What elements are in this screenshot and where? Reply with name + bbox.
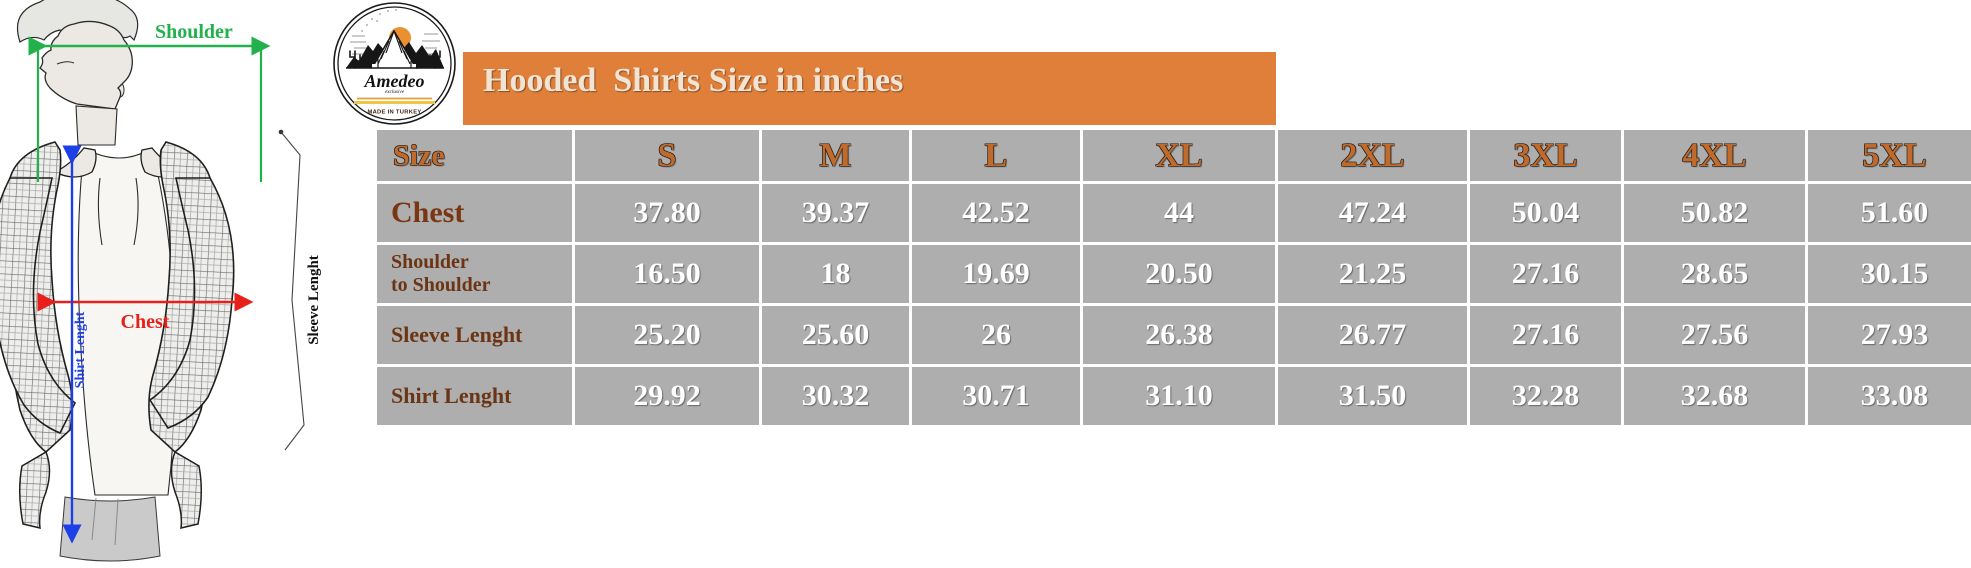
svg-text:Chest: Chest — [121, 311, 170, 333]
svg-text:Shoulder: Shoulder — [155, 21, 233, 43]
svg-text:MADE IN TURKEY: MADE IN TURKEY — [367, 110, 421, 116]
svg-text:Shirt Lenght: Shirt Lenght — [73, 311, 88, 388]
svg-text:exclusive: exclusive — [385, 89, 405, 95]
svg-text:Amedeo: Amedeo — [364, 71, 425, 91]
svg-text:Sleeve Lenght: Sleeve Lenght — [306, 255, 322, 345]
